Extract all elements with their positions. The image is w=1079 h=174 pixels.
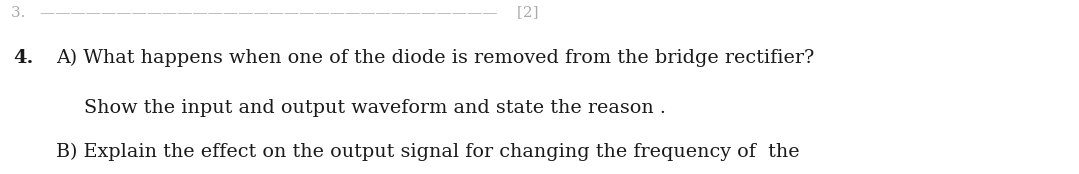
Text: Show the input and output waveform and state the reason .: Show the input and output waveform and s… <box>84 99 666 117</box>
Text: B) Explain the effect on the output signal for changing the frequency of  the: B) Explain the effect on the output sign… <box>56 143 800 161</box>
Text: A) What happens when one of the diode is removed from the bridge rectifier?: A) What happens when one of the diode is… <box>56 49 815 67</box>
Text: 3.   ——————————————————————————————    [2]: 3. —————————————————————————————— [2] <box>11 5 538 19</box>
Text: 4.: 4. <box>13 49 33 67</box>
